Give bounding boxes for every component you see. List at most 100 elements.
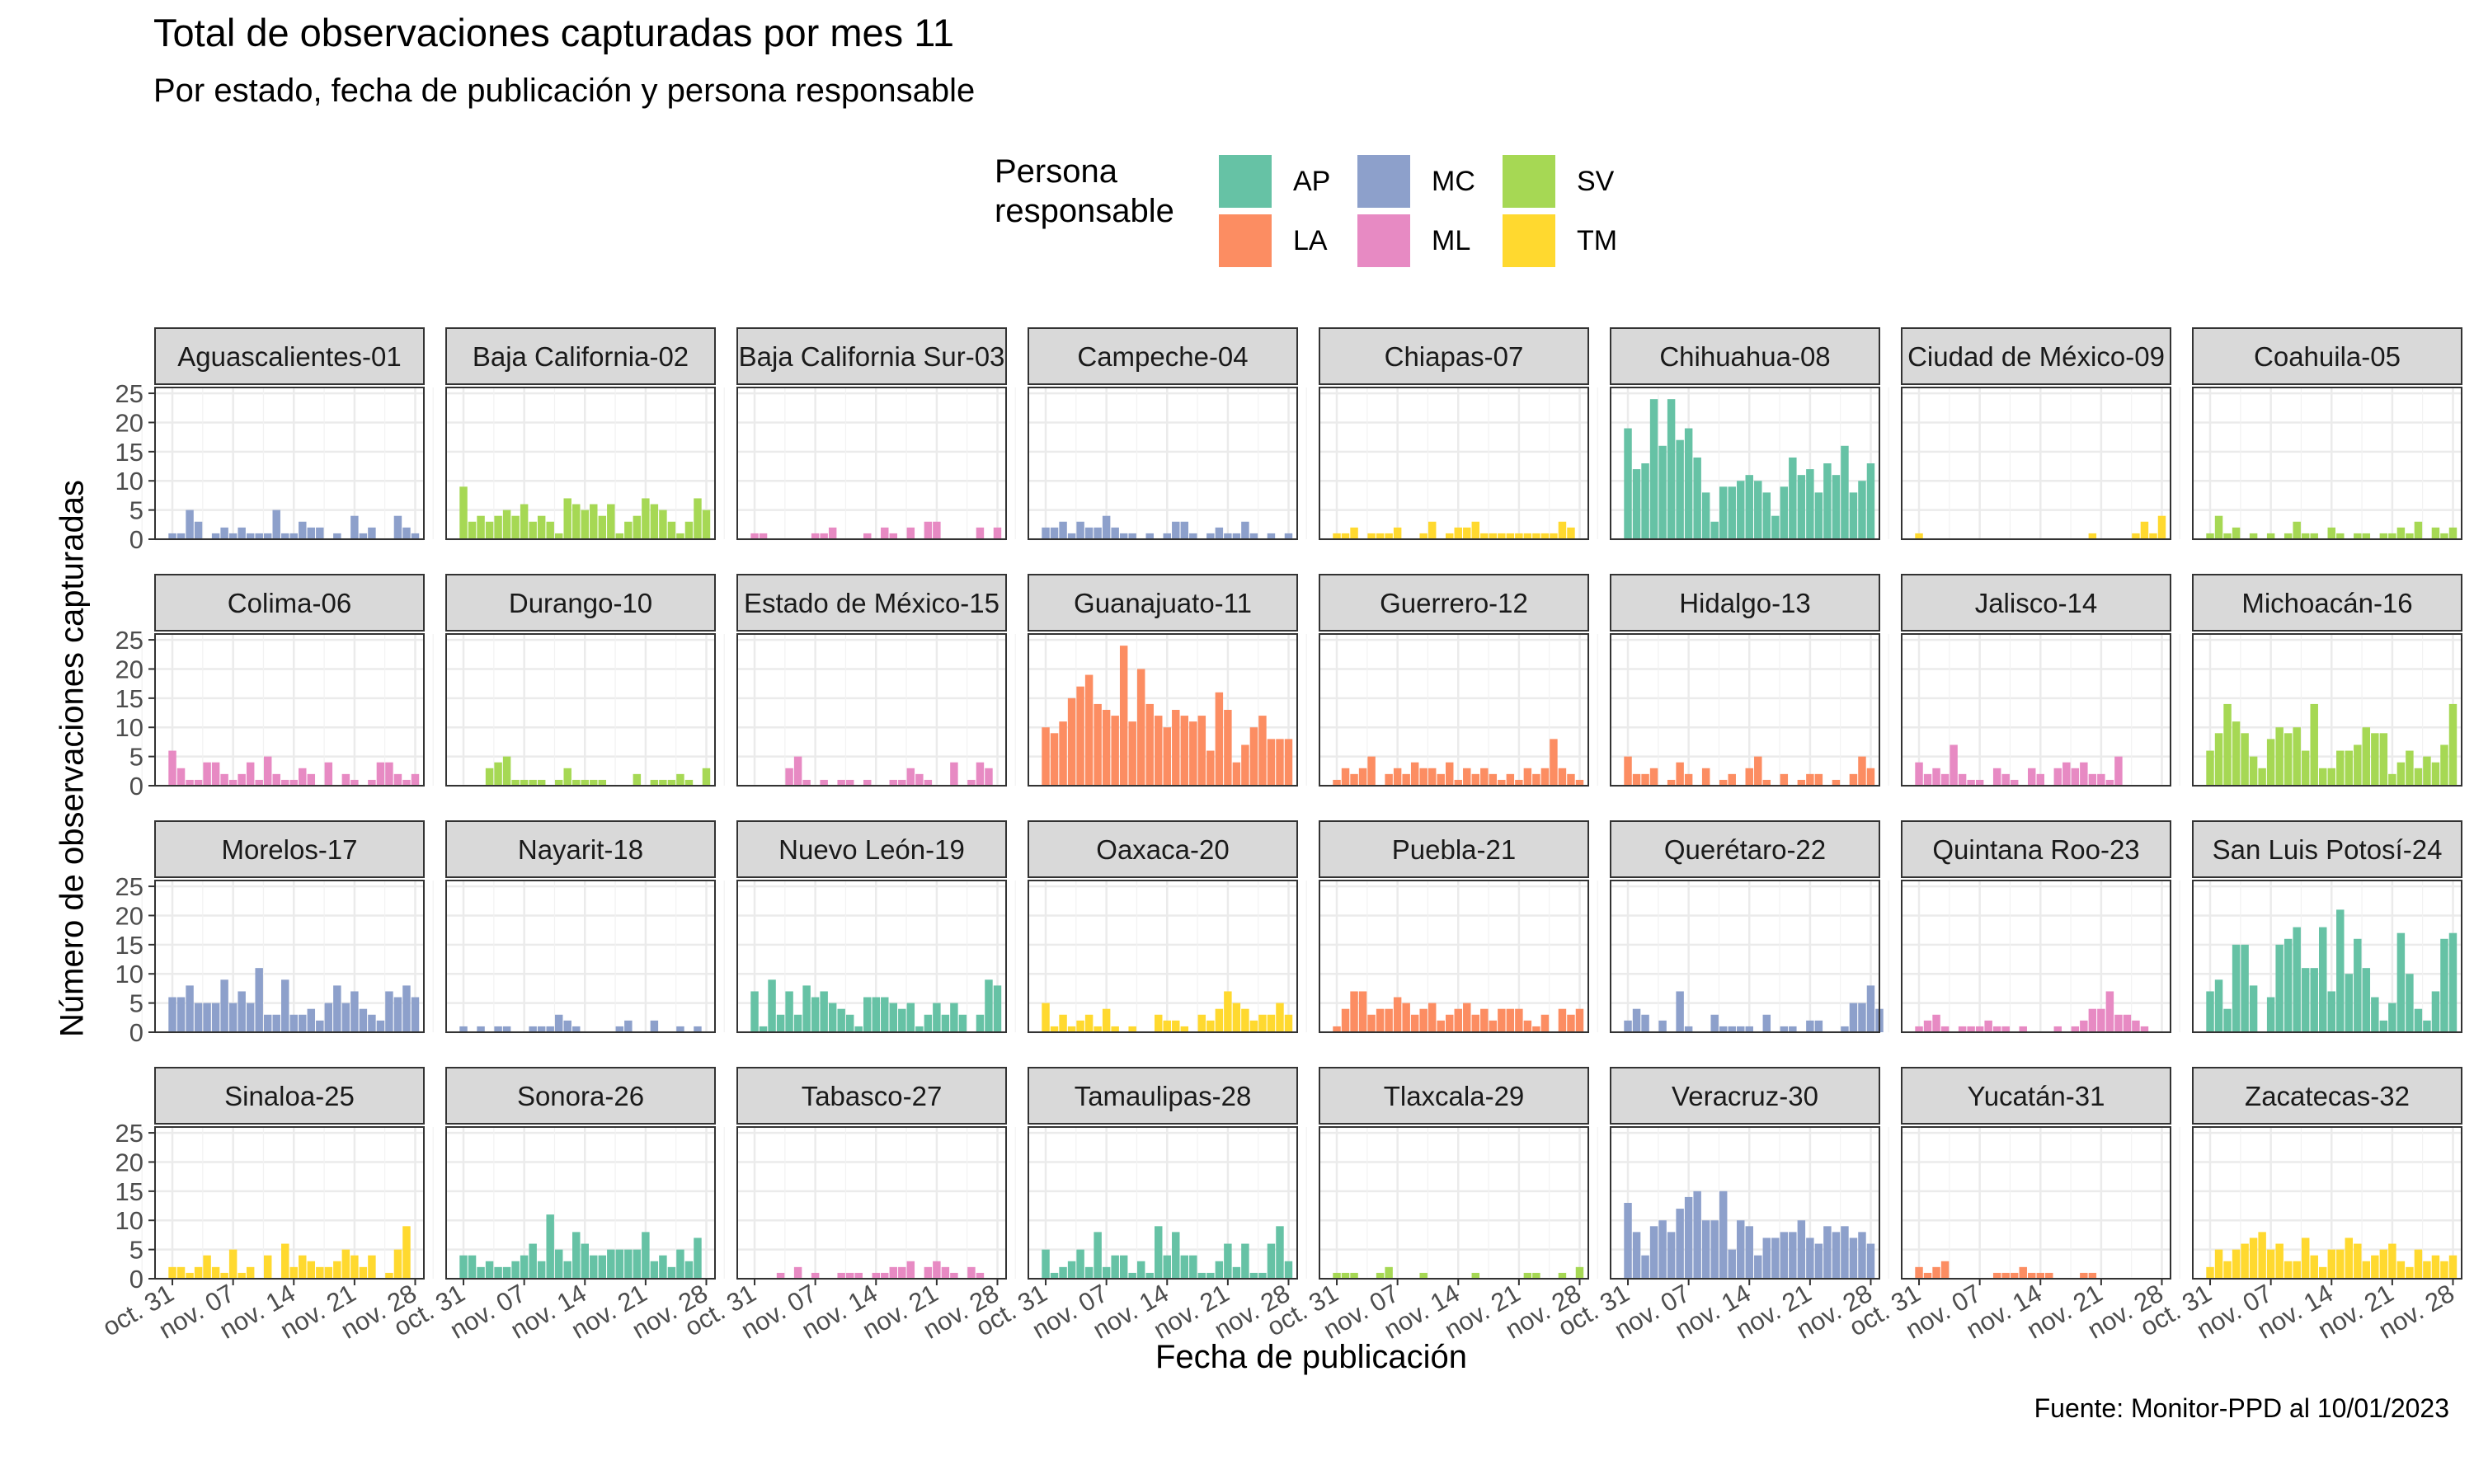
bar xyxy=(1575,779,1584,786)
bar xyxy=(359,533,368,539)
bar xyxy=(2371,997,2379,1032)
bar xyxy=(1806,469,1814,539)
bar xyxy=(659,510,667,539)
bar xyxy=(502,1266,511,1279)
facet-panel: Campeche-04 xyxy=(1014,327,1298,541)
bar xyxy=(350,1255,359,1279)
bar xyxy=(1667,399,1676,539)
bar xyxy=(776,1014,785,1032)
facet-strip-label: Chihuahua-08 xyxy=(1659,341,1830,372)
bar xyxy=(537,515,546,539)
bar xyxy=(1454,1008,1462,1032)
bar xyxy=(1480,533,1489,539)
bar xyxy=(2345,974,2354,1032)
bar xyxy=(642,1232,650,1279)
facet-strip xyxy=(1319,327,1589,385)
bar xyxy=(1232,1266,1241,1279)
bar xyxy=(333,985,341,1032)
panel-border xyxy=(736,880,1007,1033)
bar xyxy=(1866,1243,1875,1279)
bar xyxy=(385,991,393,1032)
bar xyxy=(1111,1255,1119,1279)
bar xyxy=(263,1014,272,1032)
bar xyxy=(2388,533,2396,539)
bar xyxy=(785,991,793,1032)
facet-strip xyxy=(154,820,425,878)
bar xyxy=(1350,527,1358,539)
bar xyxy=(2249,756,2258,786)
bar xyxy=(2028,768,2036,786)
facet-strip-label: Quintana Roo-23 xyxy=(1932,834,2139,865)
bar xyxy=(933,1003,941,1032)
y-tick-label: 25 xyxy=(115,626,143,655)
bar xyxy=(563,1020,571,1032)
bar xyxy=(1719,1026,1728,1032)
bar xyxy=(650,1261,659,1279)
bar xyxy=(985,768,993,786)
bar xyxy=(1042,1003,1050,1032)
bar xyxy=(1797,475,1806,539)
bar xyxy=(1341,768,1350,786)
bar xyxy=(1523,1020,1532,1032)
legend-item-ap: AP xyxy=(1219,155,1330,208)
bar xyxy=(1284,1014,1293,1032)
bar xyxy=(2223,1261,2232,1279)
bar xyxy=(1858,1003,1866,1032)
bar xyxy=(546,1026,554,1032)
bar xyxy=(494,1026,502,1032)
bar xyxy=(1471,1014,1480,1032)
facet-strip xyxy=(736,820,1007,878)
bar xyxy=(2336,750,2345,786)
bar xyxy=(1471,521,1480,539)
bar xyxy=(1163,1255,1171,1279)
bar xyxy=(1215,692,1224,786)
bar xyxy=(281,979,289,1032)
bar xyxy=(2071,768,2080,786)
bar xyxy=(1814,1243,1823,1279)
bar xyxy=(1197,1014,1206,1032)
bar xyxy=(2354,744,2362,786)
bar xyxy=(494,1266,502,1279)
bar xyxy=(2019,1266,2027,1279)
bar xyxy=(1641,463,1649,539)
bar xyxy=(281,1243,289,1279)
bar xyxy=(2406,1266,2414,1279)
bar xyxy=(1419,1272,1427,1279)
bar xyxy=(1858,1232,1866,1279)
facet-strip-label: Durango-10 xyxy=(509,588,652,618)
bar xyxy=(1197,1272,1206,1279)
bar xyxy=(1410,1014,1419,1032)
bar xyxy=(211,1003,220,1032)
bar xyxy=(776,1272,785,1279)
bar xyxy=(563,498,571,539)
bar xyxy=(2448,527,2458,539)
bar xyxy=(411,533,420,539)
facet-panel: Querétaro-22 xyxy=(1597,820,1884,1034)
bar xyxy=(2214,1249,2223,1279)
bar xyxy=(1446,533,1454,539)
bar xyxy=(2232,721,2241,786)
bar xyxy=(702,510,711,539)
bar xyxy=(633,1249,642,1279)
bar xyxy=(1119,533,1128,539)
bar xyxy=(246,762,255,786)
bar xyxy=(976,1272,985,1279)
bar xyxy=(1789,457,1797,539)
y-tick-label: 15 xyxy=(115,931,143,960)
legend-swatch-sv xyxy=(1503,155,1555,208)
facet-strip xyxy=(1028,574,1298,632)
bar xyxy=(307,773,316,786)
bar xyxy=(1241,744,1249,786)
facet-strip-label: Baja California-02 xyxy=(473,341,689,372)
bar xyxy=(1858,756,1866,786)
bar xyxy=(1498,779,1506,786)
bar xyxy=(1180,716,1189,786)
bar xyxy=(385,762,393,786)
bar xyxy=(941,1014,950,1032)
bar xyxy=(1437,1020,1445,1032)
bar xyxy=(554,1014,563,1032)
bar xyxy=(2258,768,2266,786)
bar xyxy=(238,527,246,539)
bar xyxy=(1446,1014,1454,1032)
